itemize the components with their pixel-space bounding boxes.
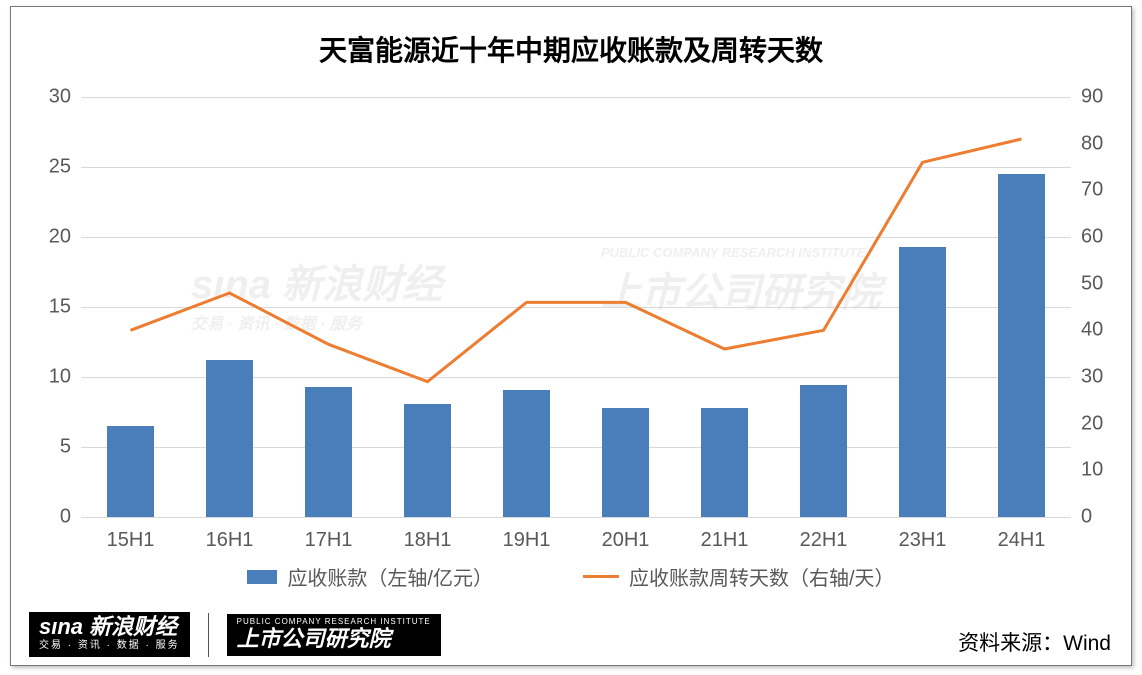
logo-institute-cn: 上市公司研究院 [237,628,431,650]
x-tick-label: 22H1 [800,529,848,552]
y-left-tick-label: 10 [31,366,71,389]
legend-label-bar: 应收账款（左轴/亿元） [287,562,493,591]
y-right-tick-label: 60 [1081,226,1121,249]
logo-sina-sub: 交易 · 资讯 · 数据 · 服务 [39,641,180,651]
legend: 应收账款（左轴/亿元） 应收账款周转天数（右轴/天） [11,562,1131,591]
legend-swatch-bar [247,570,277,584]
logo-institute-en: PUBLIC COMPANY RESEARCH INSTITUTE [237,618,431,626]
x-tick-label: 19H1 [503,529,551,552]
x-tick-label: 16H1 [206,529,254,552]
y-right-tick-label: 50 [1081,272,1121,295]
source-label: 资料来源：Wind [958,627,1111,657]
y-left-tick-label: 5 [31,436,71,459]
x-tick-label: 18H1 [404,529,452,552]
y-right-tick-label: 80 [1081,132,1121,155]
y-right-tick-label: 70 [1081,179,1121,202]
y-left-tick-label: 0 [31,506,71,529]
legend-swatch-line [583,575,619,578]
chart-title: 天富能源近十年中期应收账款及周转天数 [11,7,1131,69]
x-tick-label: 21H1 [701,529,749,552]
y-left-tick-label: 25 [31,156,71,179]
y-left-tick-label: 20 [31,226,71,249]
y-right-tick-label: 10 [1081,459,1121,482]
x-tick-label: 23H1 [899,529,947,552]
y-right-tick-label: 90 [1081,86,1121,109]
y-right-tick-label: 0 [1081,506,1121,529]
footer-divider [208,613,209,657]
x-tick-label: 15H1 [107,529,155,552]
y-left-tick-label: 15 [31,296,71,319]
logo-institute: PUBLIC COMPANY RESEARCH INSTITUTE 上市公司研究… [227,614,441,656]
x-tick-label: 24H1 [998,529,1046,552]
line-path [131,139,1022,382]
y-right-tick-label: 40 [1081,319,1121,342]
y-right-tick-label: 20 [1081,412,1121,435]
line-series [81,97,1071,517]
y-right-tick-label: 30 [1081,366,1121,389]
y-left-tick-label: 30 [31,86,71,109]
chart-container: 天富能源近十年中期应收账款及周转天数 sına 新浪财经 交易 · 资讯 · 数… [10,6,1132,666]
plot-area: sına 新浪财经 交易 · 资讯 · 数据 · 服务 PUBLIC COMPA… [81,97,1071,517]
legend-item-bar: 应收账款（左轴/亿元） [247,562,493,591]
logo-sina: sına 新浪财经 交易 · 资讯 · 数据 · 服务 [29,612,190,657]
logo-sina-brand: sına 新浪财经 [39,616,180,638]
legend-label-line: 应收账款周转天数（右轴/天） [629,562,895,591]
legend-item-line: 应收账款周转天数（右轴/天） [583,562,895,591]
x-tick-label: 17H1 [305,529,353,552]
x-tick-label: 20H1 [602,529,650,552]
grid-line [81,517,1071,518]
footer-logos: sına 新浪财经 交易 · 资讯 · 数据 · 服务 PUBLIC COMPA… [29,612,441,657]
